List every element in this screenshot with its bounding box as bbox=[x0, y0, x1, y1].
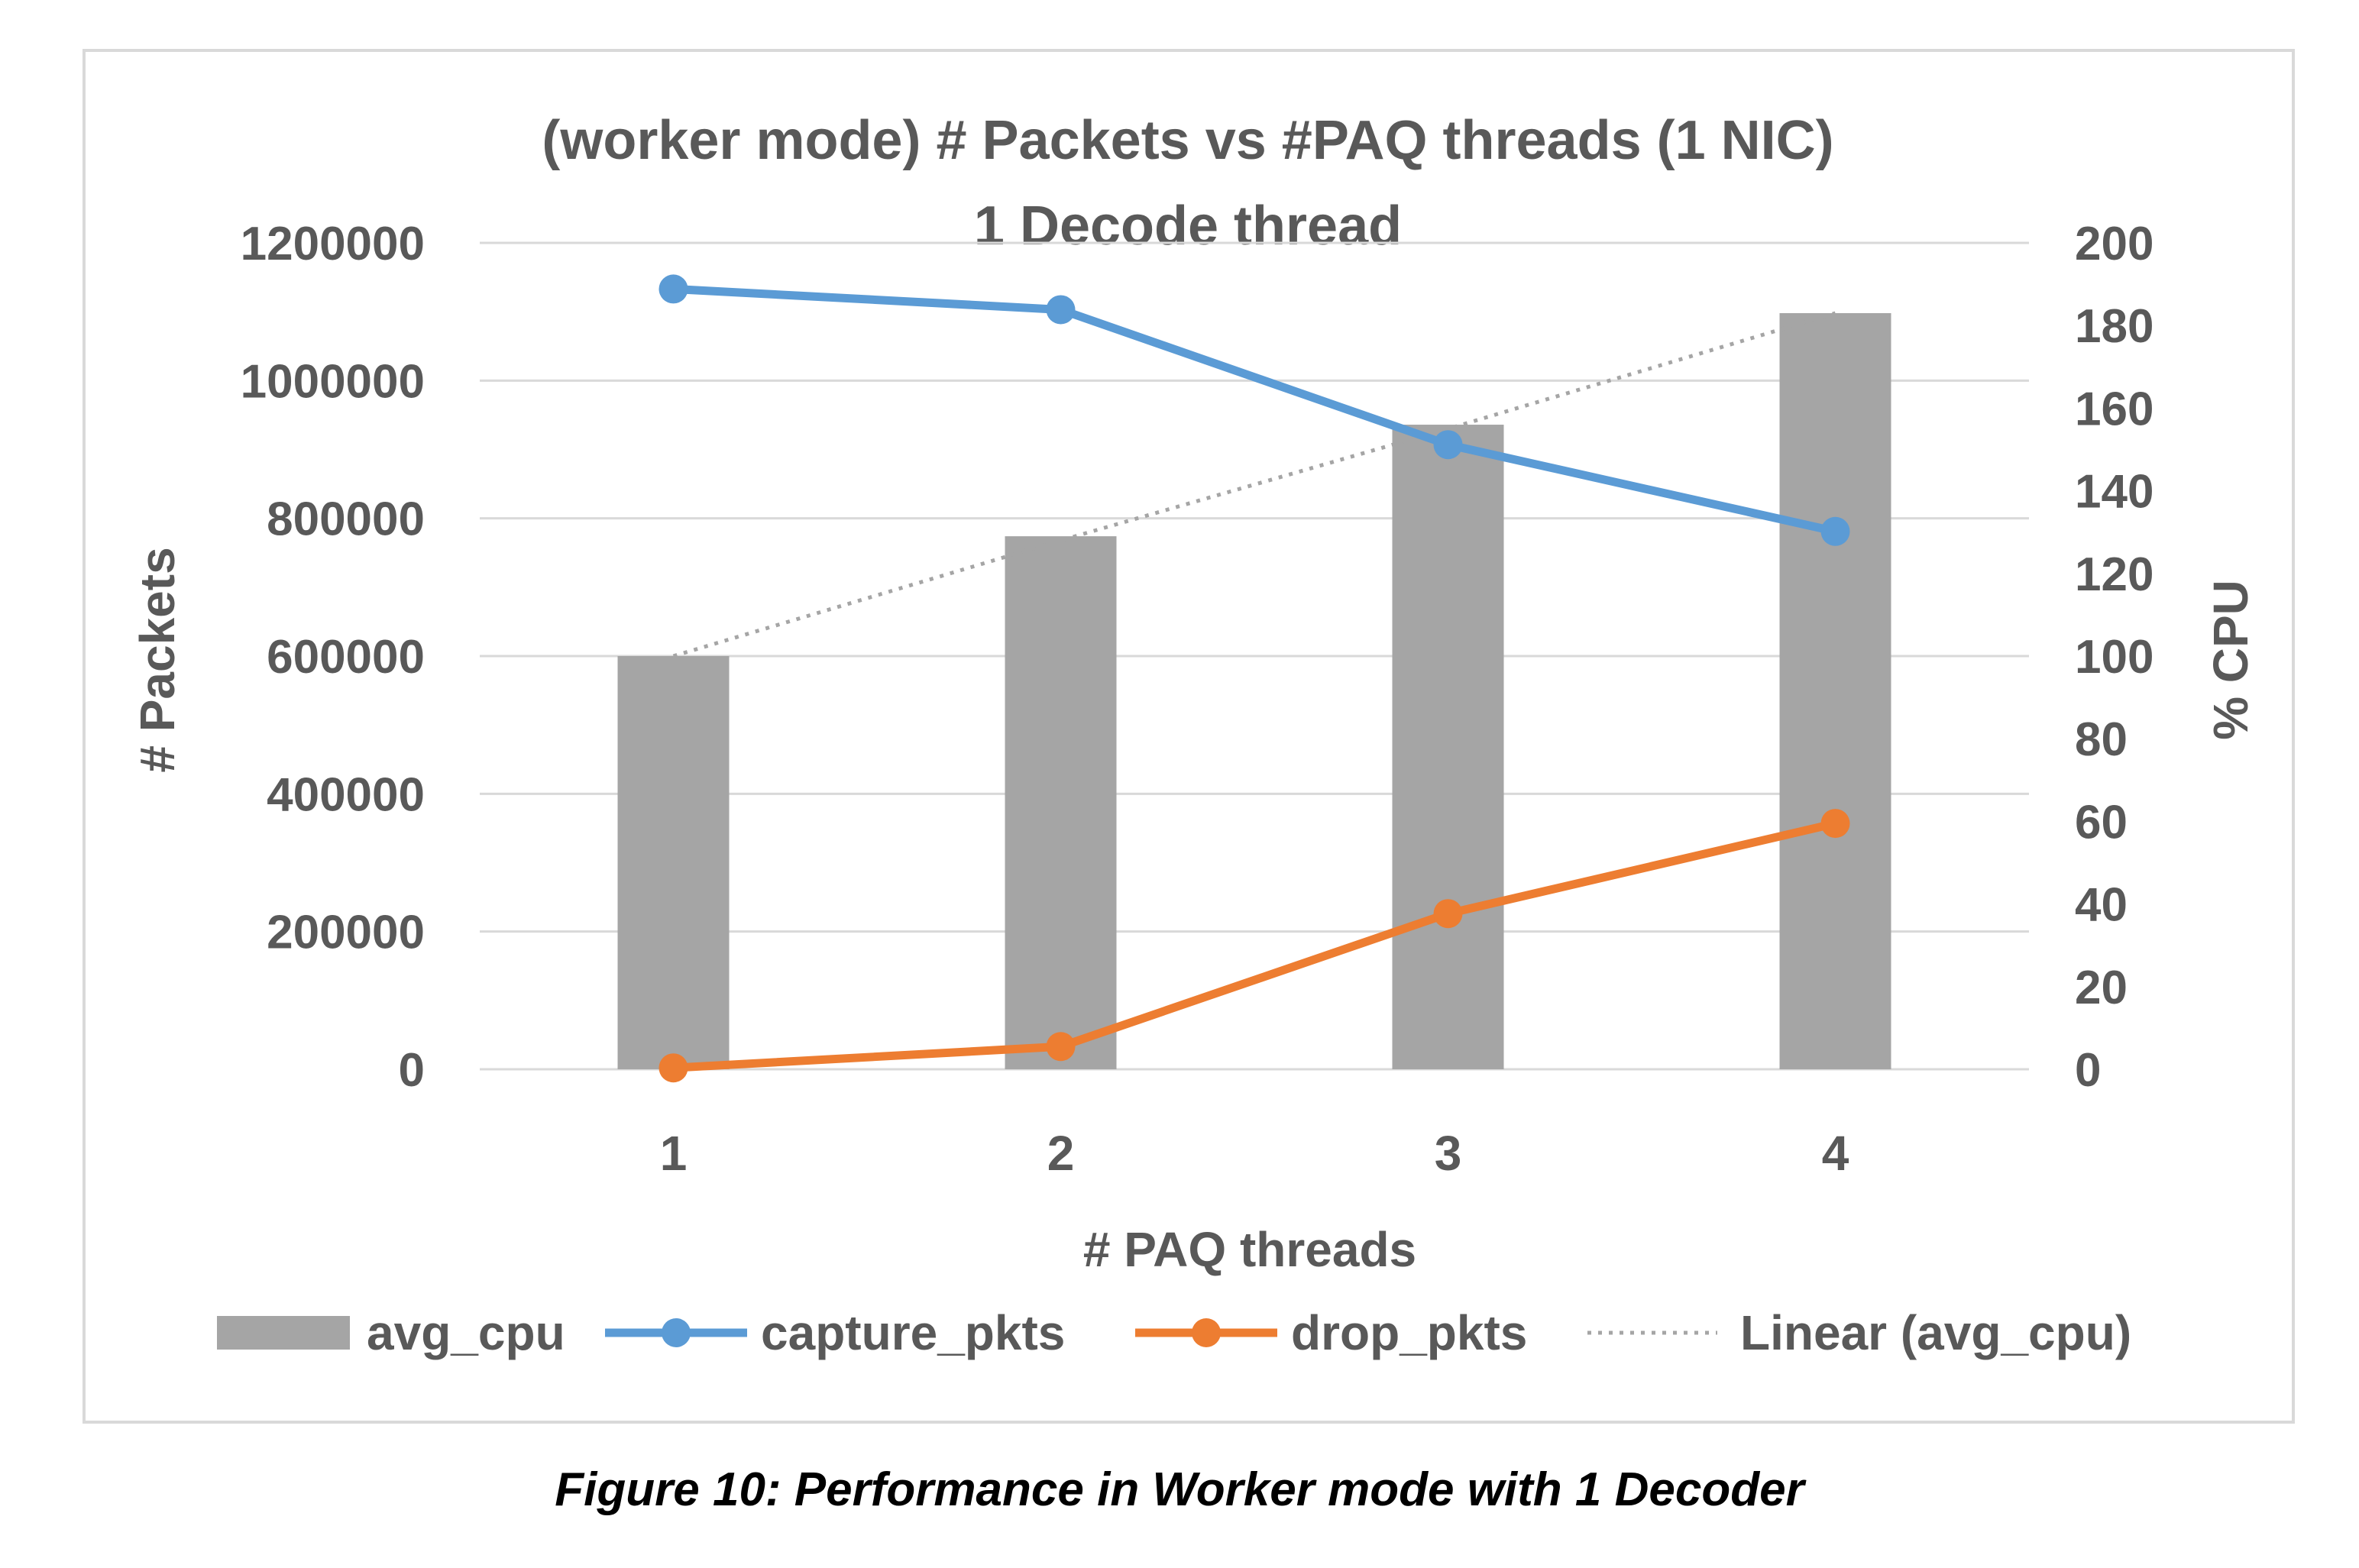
right-tick-label: 160 bbox=[2075, 383, 2154, 435]
bars bbox=[617, 312, 1891, 1070]
x-tick-label: 1 bbox=[660, 1126, 688, 1181]
x-tick-label: 2 bbox=[1047, 1126, 1075, 1181]
left-axis-title: # Packets bbox=[130, 547, 185, 772]
bar-avg_cpu bbox=[1005, 536, 1117, 1069]
figure-caption: Figure 10: Performance in Worker mode wi… bbox=[555, 1463, 1804, 1516]
legend-marker-capture_pkts bbox=[662, 1318, 691, 1347]
point-capture_pkts bbox=[1046, 295, 1076, 325]
point-capture_pkts bbox=[1820, 516, 1850, 546]
left-tick-label: 200000 bbox=[267, 907, 425, 959]
right-tick-label: 180 bbox=[2075, 300, 2154, 353]
point-drop_pkts bbox=[659, 1053, 688, 1083]
point-drop_pkts bbox=[1046, 1032, 1076, 1062]
left-tick-label: 800000 bbox=[267, 493, 425, 546]
right-tick-label: 120 bbox=[2075, 548, 2154, 601]
bar-avg_cpu bbox=[617, 656, 730, 1069]
left-tick-label: 0 bbox=[399, 1044, 425, 1097]
bar-avg_cpu bbox=[1779, 312, 1891, 1070]
left-axis-ticks: 0 200000 400000 600000 800000 1000000 1200000 bbox=[241, 218, 425, 1097]
right-tick-label: 60 bbox=[2075, 796, 2128, 849]
chart-title-line2: 1 Decode thread bbox=[974, 196, 1402, 257]
bar-avg_cpu bbox=[1392, 425, 1504, 1069]
right-axis-ticks: 0 20 40 60 80 100 120 140 160 180 200 bbox=[2075, 218, 2154, 1097]
chart-title-line1: (worker mode) # Packets vs #PAQ threads … bbox=[542, 110, 1833, 171]
point-capture_pkts bbox=[659, 274, 688, 304]
legend-label: avg_cpu bbox=[367, 1305, 565, 1360]
right-tick-label: 40 bbox=[2075, 879, 2128, 932]
legend-label: Linear (avg_cpu) bbox=[1740, 1305, 2131, 1360]
line-drop_pkts bbox=[673, 819, 1836, 1072]
right-tick-label: 80 bbox=[2075, 713, 2128, 766]
point-drop_pkts bbox=[1433, 899, 1463, 929]
right-axis-title: % CPU bbox=[2203, 580, 2258, 740]
left-tick-label: 600000 bbox=[267, 631, 425, 684]
left-tick-label: 400000 bbox=[267, 768, 425, 821]
series-lines bbox=[659, 274, 1850, 1083]
left-tick-label: 1200000 bbox=[241, 218, 425, 270]
point-drop_pkts bbox=[1820, 809, 1850, 839]
right-tick-label: 200 bbox=[2075, 218, 2154, 270]
right-tick-label: 100 bbox=[2075, 631, 2154, 684]
x-tick-label: 3 bbox=[1435, 1126, 1462, 1181]
legend: avg_cpu capture_pkts drop_pkts Linear (avg_… bbox=[217, 1305, 2131, 1360]
chart-frame bbox=[83, 49, 2295, 1424]
x-axis-ticks: 1 2 3 4 bbox=[660, 1126, 1849, 1181]
point-capture_pkts bbox=[1433, 430, 1463, 460]
legend-swatch-avg_cpu bbox=[217, 1316, 350, 1350]
right-tick-label: 20 bbox=[2075, 962, 2128, 1014]
right-tick-label: 140 bbox=[2075, 466, 2154, 519]
legend-label: capture_pkts bbox=[761, 1305, 1065, 1360]
x-tick-label: 4 bbox=[1822, 1126, 1849, 1181]
right-tick-label: 0 bbox=[2075, 1044, 2101, 1097]
left-tick-label: 1000000 bbox=[241, 355, 425, 408]
legend-label: drop_pkts bbox=[1291, 1305, 1527, 1360]
line-capture_pkts bbox=[673, 284, 1836, 536]
x-axis-title: # PAQ threads bbox=[1083, 1222, 1416, 1277]
legend-marker-drop_pkts bbox=[1192, 1318, 1221, 1347]
